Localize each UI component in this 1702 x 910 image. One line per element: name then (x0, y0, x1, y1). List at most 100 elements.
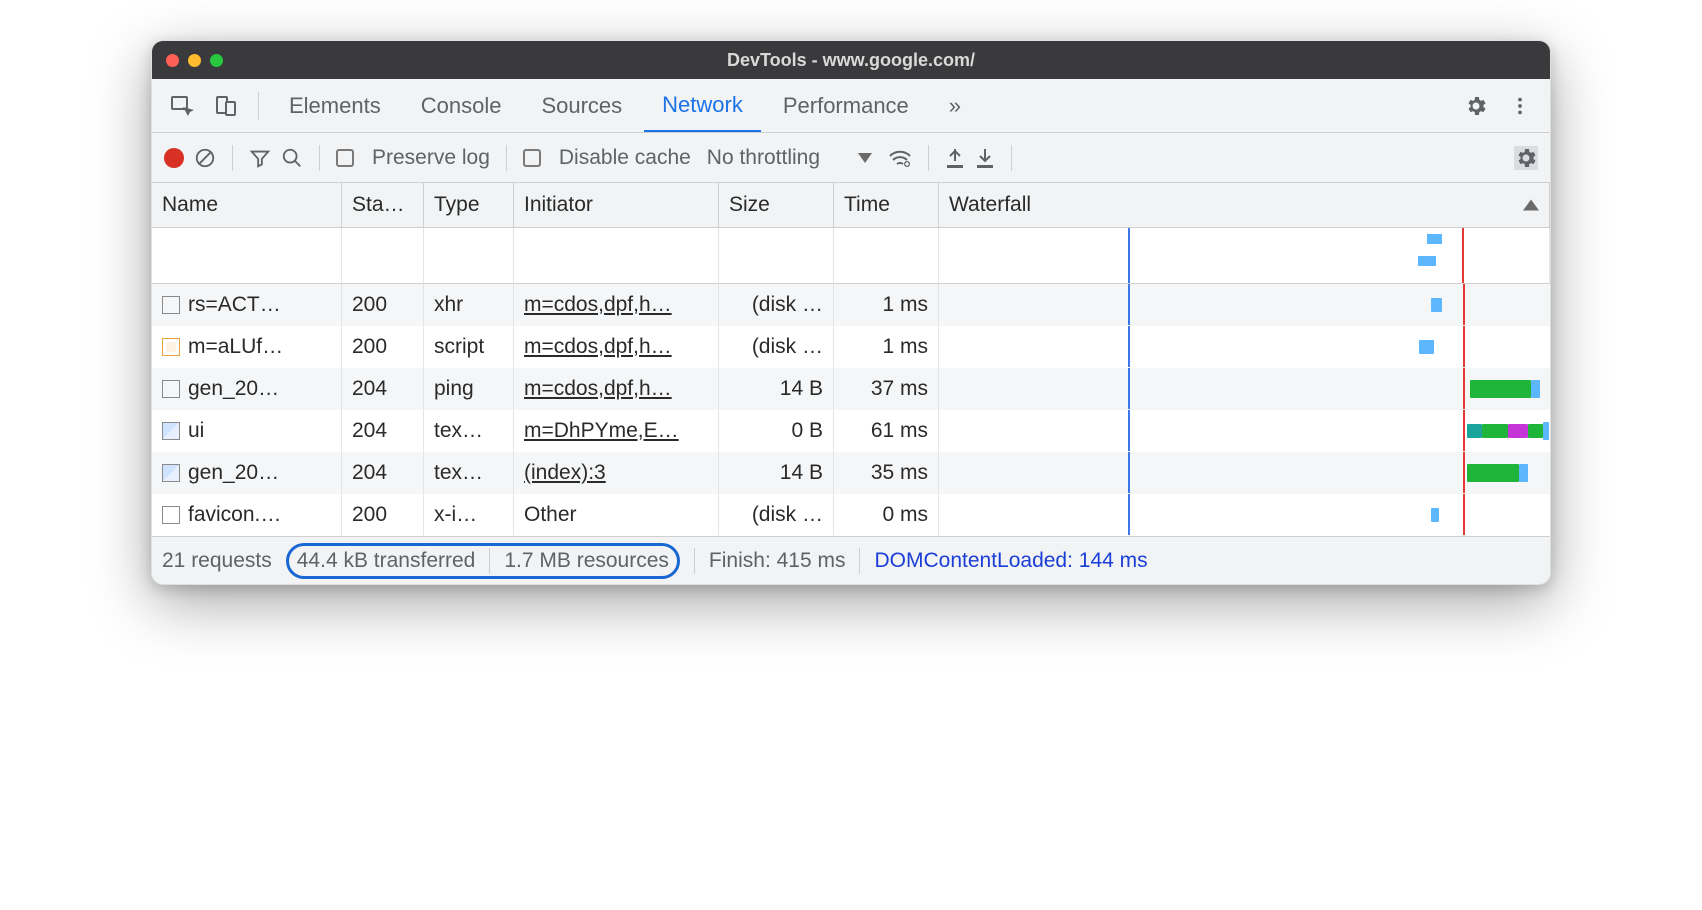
chevron-double-right-icon: » (949, 93, 961, 119)
file-type-icon (162, 464, 180, 482)
cell-type: xhr (424, 284, 514, 326)
request-name: gen_20… (188, 461, 279, 485)
cell-initiator[interactable]: m=cdos,dpf,h… (514, 368, 719, 410)
import-har-icon[interactable] (945, 147, 965, 169)
cell-time: 1 ms (834, 284, 939, 326)
col-name[interactable]: Name (152, 183, 342, 228)
throttling-select[interactable]: No throttling (707, 146, 872, 170)
minimize-window-button[interactable] (188, 54, 201, 67)
col-size[interactable]: Size (719, 183, 834, 228)
tab-elements[interactable]: Elements (271, 79, 399, 132)
traffic-lights (166, 54, 223, 67)
file-type-icon (162, 380, 180, 398)
cell-waterfall (939, 284, 1550, 326)
disable-cache-checkbox[interactable]: Disable cache (523, 146, 691, 170)
cell-initiator: Other (514, 494, 719, 536)
cell-initiator[interactable]: m=DhPYme,E… (514, 410, 719, 452)
cell-time: 0 ms (834, 494, 939, 536)
close-window-button[interactable] (166, 54, 179, 67)
col-waterfall[interactable]: Waterfall (939, 183, 1550, 228)
cell-size: 14 B (719, 368, 834, 410)
status-resources: 1.7 MB resources (504, 549, 669, 573)
cell-size: (disk … (719, 284, 834, 326)
chevron-down-icon (858, 153, 872, 163)
col-status[interactable]: Sta… (342, 183, 424, 228)
tab-network[interactable]: Network (644, 79, 761, 132)
status-domcontentloaded: DOMContentLoaded: 144 ms (874, 549, 1147, 573)
export-har-icon[interactable] (975, 147, 995, 169)
cell-name: gen_20… (152, 452, 342, 494)
cell-initiator[interactable]: m=cdos,dpf,h… (514, 284, 719, 326)
col-initiator[interactable]: Initiator (514, 183, 719, 228)
request-name: ui (188, 419, 204, 443)
request-name: m=aLUf… (188, 335, 283, 359)
status-finish: Finish: 415 ms (709, 549, 846, 573)
cell-initiator[interactable]: m=cdos,dpf,h… (514, 326, 719, 368)
file-type-icon (162, 506, 180, 524)
network-conditions-icon[interactable] (888, 148, 912, 168)
file-type-icon (162, 338, 180, 356)
cell-size: (disk … (719, 326, 834, 368)
file-type-icon (162, 422, 180, 440)
status-transferred: 44.4 kB transferred (297, 549, 476, 573)
search-icon[interactable] (281, 147, 303, 169)
cell-waterfall (939, 326, 1550, 368)
network-toolbar: Preserve log Disable cache No throttling (152, 133, 1550, 183)
cell-status: 204 (342, 410, 424, 452)
kebab-menu-icon[interactable] (1500, 86, 1540, 126)
network-statusbar: 21 requests 44.4 kB transferred 1.7 MB r… (152, 536, 1550, 584)
sort-asc-icon (1523, 200, 1539, 211)
record-dot-icon (164, 148, 184, 168)
cell-size: (disk … (719, 494, 834, 536)
cell-time: 35 ms (834, 452, 939, 494)
cell-name: favicon.… (152, 494, 342, 536)
cell-name: m=aLUf… (152, 326, 342, 368)
devtools-window: DevTools - www.google.com/ ElementsConso… (151, 40, 1551, 585)
tabs-overflow-button[interactable]: » (931, 79, 979, 132)
cell-type: script (424, 326, 514, 368)
cell-size: 14 B (719, 452, 834, 494)
cell-initiator[interactable]: (index):3 (514, 452, 719, 494)
window-title: DevTools - www.google.com/ (152, 50, 1550, 71)
cell-status: 204 (342, 452, 424, 494)
tab-performance[interactable]: Performance (765, 79, 927, 132)
network-settings-icon[interactable] (1514, 146, 1538, 170)
overview-spacer (152, 228, 342, 284)
clear-button[interactable] (194, 147, 216, 169)
cell-status: 200 (342, 284, 424, 326)
cell-time: 37 ms (834, 368, 939, 410)
cell-name: rs=ACT… (152, 284, 342, 326)
cell-type: tex… (424, 410, 514, 452)
cell-waterfall (939, 410, 1550, 452)
inspect-element-icon[interactable] (162, 86, 202, 126)
col-time[interactable]: Time (834, 183, 939, 228)
status-requests: 21 requests (162, 549, 272, 573)
cell-type: ping (424, 368, 514, 410)
disable-cache-label: Disable cache (559, 146, 691, 170)
zoom-window-button[interactable] (210, 54, 223, 67)
device-toolbar-icon[interactable] (206, 86, 246, 126)
file-type-icon (162, 296, 180, 314)
col-type[interactable]: Type (424, 183, 514, 228)
waterfall-overview (939, 228, 1550, 284)
cell-type: x-i… (424, 494, 514, 536)
tab-sources[interactable]: Sources (523, 79, 640, 132)
request-name: gen_20… (188, 377, 279, 401)
settings-icon[interactable] (1456, 86, 1496, 126)
col-waterfall-label: Waterfall (949, 193, 1031, 216)
cell-status: 204 (342, 368, 424, 410)
requests-table: Name Sta… Type Initiator Size Time Water… (152, 183, 1550, 536)
cell-type: tex… (424, 452, 514, 494)
tab-console[interactable]: Console (403, 79, 520, 132)
cell-time: 1 ms (834, 326, 939, 368)
filter-icon[interactable] (249, 147, 271, 169)
request-name: rs=ACT… (188, 293, 281, 317)
status-highlight: 44.4 kB transferred 1.7 MB resources (286, 543, 680, 579)
preserve-log-checkbox[interactable]: Preserve log (336, 146, 490, 170)
throttling-value: No throttling (707, 146, 820, 170)
cell-name: ui (152, 410, 342, 452)
request-name: favicon.… (188, 503, 281, 527)
cell-waterfall (939, 368, 1550, 410)
cell-status: 200 (342, 326, 424, 368)
record-button[interactable] (164, 148, 184, 168)
